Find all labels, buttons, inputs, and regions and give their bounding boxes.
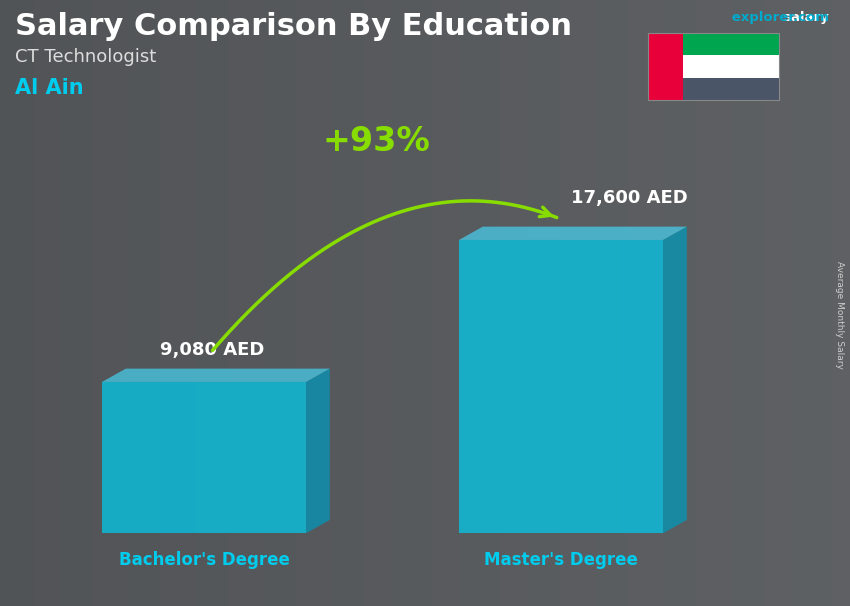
Polygon shape (683, 55, 779, 78)
Polygon shape (683, 78, 779, 100)
Polygon shape (102, 368, 330, 382)
Polygon shape (663, 227, 687, 533)
Text: CT Technologist: CT Technologist (15, 48, 156, 67)
Text: salary: salary (783, 11, 829, 24)
Polygon shape (683, 33, 779, 55)
Polygon shape (459, 240, 663, 533)
Text: 9,080 AED: 9,080 AED (161, 341, 264, 359)
Text: Average Monthly Salary: Average Monthly Salary (836, 261, 844, 369)
Text: Al Ain: Al Ain (15, 78, 84, 98)
Text: +93%: +93% (322, 125, 430, 158)
Polygon shape (102, 382, 306, 533)
Text: explorer.com: explorer.com (704, 11, 829, 24)
Polygon shape (648, 33, 683, 100)
Text: 17,600 AED: 17,600 AED (570, 188, 688, 207)
Text: Salary Comparison By Education: Salary Comparison By Education (15, 12, 572, 41)
Polygon shape (459, 227, 687, 240)
Bar (648, 33, 779, 100)
Text: Bachelor's Degree: Bachelor's Degree (118, 551, 290, 570)
Text: Master's Degree: Master's Degree (484, 551, 638, 570)
Polygon shape (306, 368, 330, 533)
